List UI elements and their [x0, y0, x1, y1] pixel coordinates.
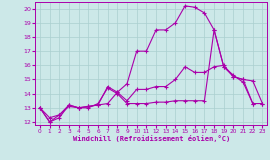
X-axis label: Windchill (Refroidissement éolien,°C): Windchill (Refroidissement éolien,°C): [73, 135, 230, 142]
